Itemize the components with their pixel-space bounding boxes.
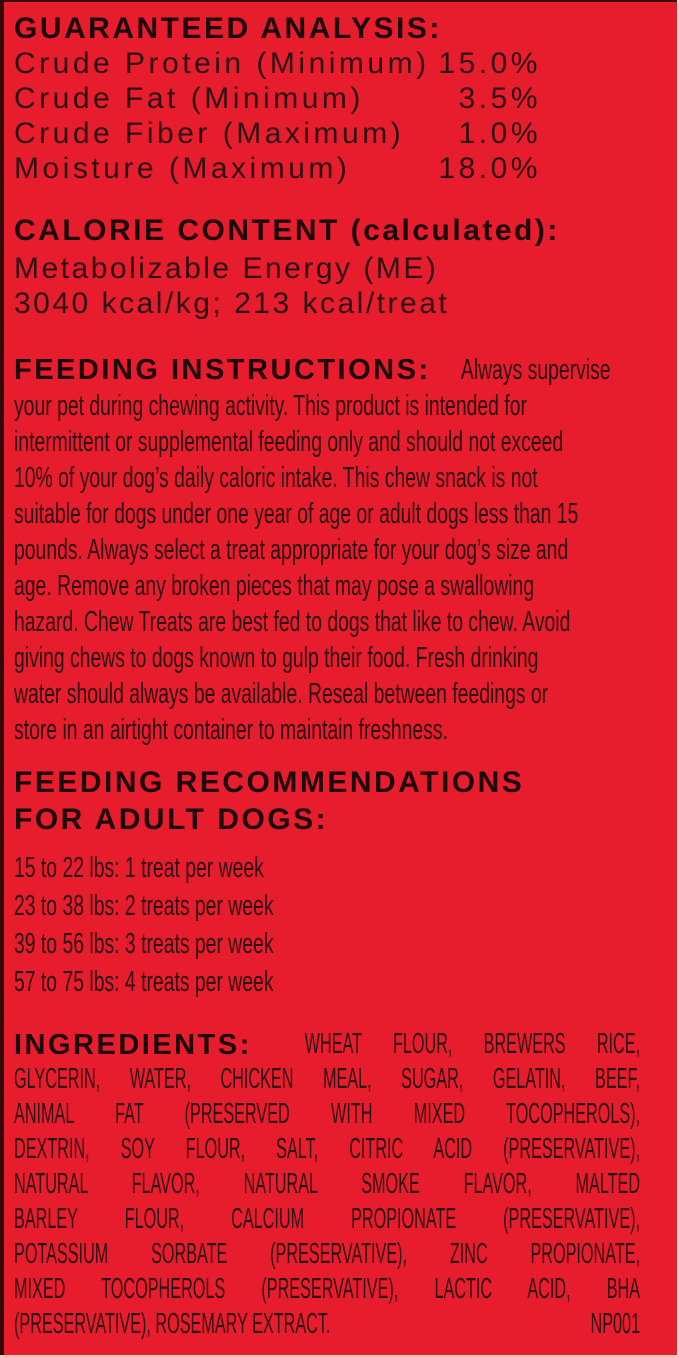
ingredients-body: WHEAT FLOUR, BREWERS RICE, GLYCERIN, WAT… [14, 1028, 641, 1305]
guaranteed-analysis-table: Crude Protein (Minimum) 15.0% Crude Fat … [14, 46, 541, 186]
guaranteed-analysis-heading: GUARANTEED ANALYSIS: [14, 12, 442, 45]
feeding-recommendations-list: 15 to 22 lbs: 1 treat per week 23 to 38 … [14, 849, 679, 1001]
product-code: NP001 [590, 1308, 641, 1340]
calorie-line: 3040 kcal/kg; 213 kcal/treat [14, 287, 450, 320]
nutrient-label: Crude Fiber (Maximum) [14, 117, 405, 150]
label-edge-bottom [0, 1355, 679, 1358]
list-item: 15 to 22 lbs: 1 treat per week [14, 852, 264, 884]
table-row: Crude Fat (Minimum) 3.5% [14, 81, 541, 116]
label-edge-right [677, 0, 679, 1358]
nutrient-label: Moisture (Maximum) [14, 152, 351, 185]
nutrient-value: 18.0% [438, 152, 541, 185]
list-item: 57 to 75 lbs: 4 treats per week [14, 966, 274, 998]
nutrient-value: 3.5% [458, 82, 541, 115]
list-item: 39 to 56 lbs: 3 treats per week [14, 928, 274, 960]
nutrient-value: 1.0% [458, 117, 541, 150]
ingredients-last-text: (PRESERVATIVE), ROSEMARY EXTRACT. [14, 1308, 331, 1340]
ingredients-last-line: (PRESERVATIVE), ROSEMARY EXTRACT. NP001 [14, 1307, 640, 1342]
table-row: Crude Fiber (Maximum) 1.0% [14, 116, 541, 151]
nutrient-label: Crude Protein (Minimum) [14, 47, 430, 80]
label-edge-left [0, 0, 4, 1358]
label-edge-top [0, 0, 679, 2]
calorie-line: Metabolizable Energy (ME) [14, 252, 439, 285]
table-row: Crude Protein (Minimum) 15.0% [14, 46, 541, 81]
feeding-instructions-heading: FEEDING INSTRUCTIONS: [14, 354, 431, 386]
list-item: 23 to 38 lbs: 2 treats per week [14, 890, 274, 922]
feeding-recommendations-heading: FEEDING RECOMMENDATIONS FOR ADULT DOGS: [14, 766, 525, 836]
table-row: Moisture (Maximum) 18.0% [14, 151, 541, 186]
nutrient-value: 15.0% [438, 47, 541, 80]
nutrient-label: Crude Fat (Minimum) [14, 82, 364, 115]
ingredients-section: INGREDIENTS: WHEAT FLOUR, BREWERS RICE, … [14, 1027, 679, 1342]
feeding-instructions-section: FEEDING INSTRUCTIONS: Always supervise y… [14, 352, 679, 748]
feeding-instructions-body: Always supervise your pet during chewing… [14, 354, 611, 746]
ingredients-heading: INGREDIENTS: [14, 1029, 252, 1061]
calorie-content-body: Metabolizable Energy (ME) 3040 kcal/kg; … [14, 251, 449, 321]
calorie-content-heading: CALORIE CONTENT (calculated): [14, 214, 560, 247]
